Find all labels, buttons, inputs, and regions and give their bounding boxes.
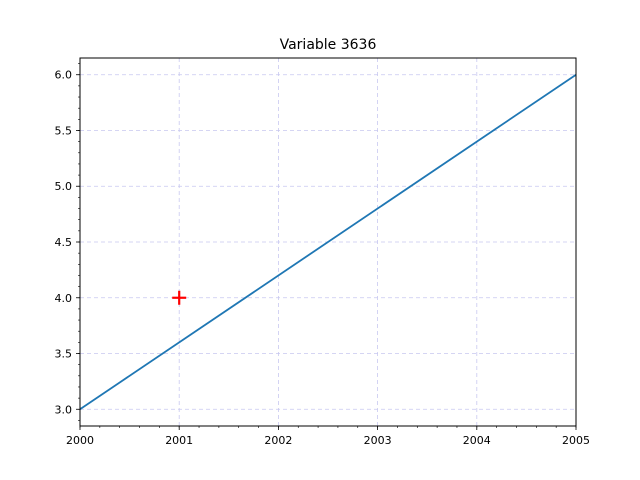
x-tick-label: 2000: [66, 434, 94, 447]
x-tick-label: 2004: [463, 434, 491, 447]
marker-layer: [172, 290, 187, 305]
series-line: [79, 73, 577, 411]
x-tick-label: 2003: [364, 434, 392, 447]
y-tick-label: 5.5: [55, 124, 73, 137]
axis-ticks: 2000 2001 2002 2003 2004 2005 3.0 3.5 4.0 4.5 5.0 5…: [55, 63, 590, 447]
y-tick-label: 6.0: [55, 69, 73, 82]
x-tick-label: 2002: [264, 434, 292, 447]
y-tick-label: 3.0: [55, 403, 73, 416]
plot-area-frame: [79, 57, 577, 427]
x-tick-label: 2001: [165, 434, 193, 447]
y-tick-label: 3.5: [55, 348, 73, 361]
chart-title: Variable 3636: [280, 37, 377, 53]
y-tick-label: 5.0: [55, 180, 73, 193]
series-layer: [79, 73, 577, 411]
y-tick-label: 4.5: [55, 236, 73, 249]
y-tick-label: 4.0: [55, 292, 73, 305]
x-tick-label: 2005: [562, 434, 590, 447]
plus-marker: [172, 290, 187, 305]
